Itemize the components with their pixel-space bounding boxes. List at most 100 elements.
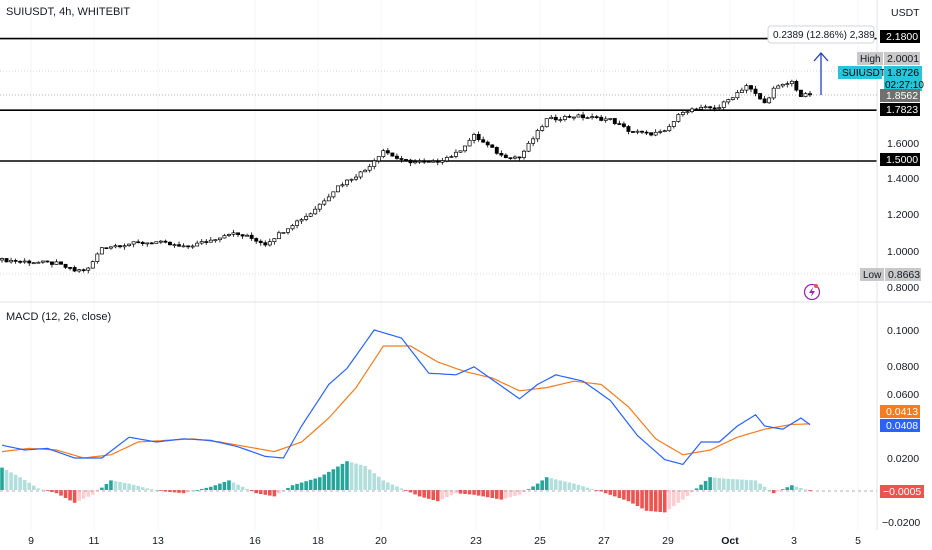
- histogram-bar: [454, 490, 458, 494]
- histogram-bar: [286, 488, 290, 490]
- measure-tooltip[interactable]: [767, 25, 875, 44]
- candle: [794, 79, 799, 92]
- histogram-bar: [181, 490, 186, 494]
- histogram-bar: [236, 484, 240, 490]
- histogram-bar: [608, 490, 613, 495]
- histogram-bar: [149, 489, 154, 490]
- candle: [708, 105, 713, 111]
- candle: [222, 233, 227, 239]
- candle: [149, 241, 154, 245]
- histogram-bar: [517, 490, 522, 495]
- candle: [81, 268, 86, 273]
- signal-value-badge: [880, 405, 920, 418]
- histogram-bar: [681, 490, 685, 500]
- candle: [576, 113, 581, 118]
- histogram-bar: [653, 490, 658, 512]
- histogram-bar: [413, 490, 417, 495]
- hist-value-badge: [880, 485, 924, 498]
- candle: [131, 241, 136, 248]
- histogram-bar: [390, 484, 395, 490]
- candle: [422, 158, 427, 164]
- histogram-bar: [431, 490, 436, 500]
- histogram-bar: [90, 490, 95, 495]
- candle: [208, 237, 213, 243]
- histogram-bar: [585, 487, 590, 490]
- candle: [63, 263, 68, 270]
- histogram-bar: [358, 464, 363, 490]
- histogram-bar: [563, 481, 567, 490]
- candle: [476, 131, 481, 142]
- histogram-bar: [699, 484, 703, 490]
- high-label-badge: [857, 52, 883, 65]
- histogram-bar: [109, 480, 113, 490]
- histogram-bar: [531, 486, 535, 490]
- candle: [649, 132, 654, 137]
- histogram-bar: [86, 490, 91, 497]
- candle: [322, 198, 327, 206]
- candle: [186, 245, 191, 250]
- candle: [154, 241, 159, 244]
- histogram-bar: [613, 490, 617, 497]
- candle: [49, 261, 54, 268]
- candle: [558, 117, 563, 123]
- histogram-bar: [662, 490, 667, 513]
- candle: [281, 231, 286, 234]
- candle: [599, 114, 604, 122]
- candle: [526, 140, 531, 153]
- candle: [390, 152, 395, 157]
- candle: [95, 252, 100, 264]
- symbol-badge-text: SUIUSDT: [842, 68, 886, 79]
- histogram-bar: [277, 490, 281, 494]
- candle: [431, 158, 436, 163]
- candle: [635, 129, 640, 135]
- histogram-bar: [740, 479, 744, 490]
- candle: [204, 239, 209, 245]
- histogram-bar: [218, 483, 222, 490]
- chart-title[interactable]: SUIUSDT, 4h, WHITEBIT: [6, 6, 130, 18]
- candle: [118, 245, 122, 249]
- histogram-bar: [317, 477, 322, 490]
- histogram-bar: [68, 490, 72, 501]
- candle: [671, 120, 676, 129]
- histogram-bar: [540, 480, 544, 490]
- histogram-bar: [799, 488, 803, 490]
- candle: [36, 261, 41, 264]
- histogram-bar: [640, 490, 644, 509]
- histogram-bar: [340, 463, 345, 490]
- histogram-bar: [195, 490, 199, 491]
- histogram-bar: [41, 489, 45, 491]
- histogram-bar: [145, 488, 150, 490]
- histogram-bar: [553, 479, 558, 490]
- candle: [358, 170, 363, 180]
- macd-tick: 0.0600: [887, 389, 919, 401]
- macd-title[interactable]: MACD (12, 26, close): [6, 311, 111, 323]
- level-badge-text: 1.5000: [886, 154, 918, 166]
- candle: [780, 83, 785, 88]
- candle: [653, 129, 658, 137]
- last-price-badge: [884, 66, 922, 91]
- candle: [181, 243, 186, 248]
- candle: [626, 125, 631, 135]
- lightning-icon-glyph: [809, 287, 815, 297]
- histogram-bar: [249, 490, 254, 492]
- candle: [54, 259, 59, 265]
- candle: [13, 258, 18, 264]
- histogram-bar: [113, 481, 118, 490]
- histogram-bar: [417, 490, 422, 497]
- histogram-bar: [100, 487, 104, 490]
- symbol-badge[interactable]: [838, 66, 882, 79]
- candle: [199, 239, 204, 245]
- candle: [808, 90, 812, 97]
- candle: [658, 129, 663, 135]
- date-tick: 29: [662, 535, 674, 547]
- candle: [531, 136, 536, 147]
- candle: [426, 160, 431, 163]
- currency-label[interactable]: USDT: [891, 7, 920, 19]
- histogram-bar: [54, 490, 59, 494]
- histogram-bar: [622, 490, 626, 500]
- level-badge-text: 2.1800: [886, 31, 918, 43]
- histogram-bar: [721, 478, 726, 490]
- histogram-bar: [345, 461, 349, 490]
- level-badge: [880, 153, 920, 166]
